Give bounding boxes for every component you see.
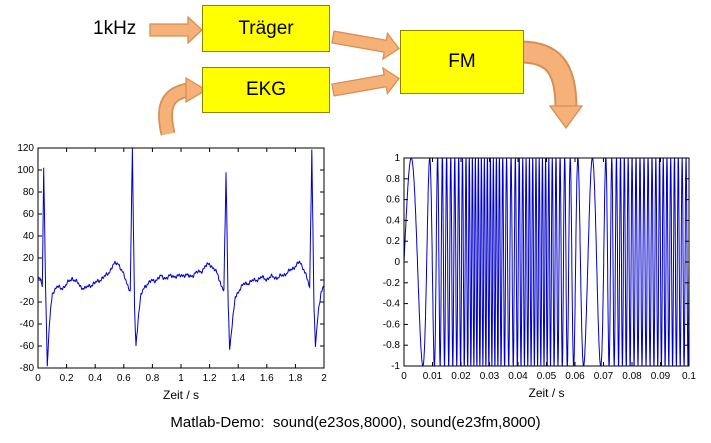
svg-text:0.4: 0.4	[386, 215, 400, 226]
arrow-feed-into-ekg-icon	[158, 76, 208, 136]
svg-text:0: 0	[394, 257, 400, 268]
svg-text:1.4: 1.4	[231, 373, 245, 384]
svg-text:1.2: 1.2	[203, 373, 217, 384]
svg-text:1.8: 1.8	[288, 373, 302, 384]
svg-text:0.09: 0.09	[651, 371, 671, 382]
svg-text:0.03: 0.03	[480, 371, 500, 382]
svg-text:80: 80	[23, 187, 35, 198]
svg-text:20: 20	[23, 253, 35, 264]
svg-text:0.2: 0.2	[60, 373, 74, 384]
arrow-fm-output-down-icon	[519, 40, 584, 130]
fm-chart: 0 0.01 0.02 0.03 0.04 0.05 0.06 0.07 0.08 0.09 0.1…	[376, 152, 697, 414]
svg-text:Zeit / s: Zeit / s	[163, 388, 199, 402]
svg-text:0.01: 0.01	[423, 371, 443, 382]
svg-text:0.06: 0.06	[565, 371, 585, 382]
svg-text:-1: -1	[391, 361, 400, 372]
svg-text:0.08: 0.08	[622, 371, 642, 382]
caption: Matlab-Demo: sound(e23os,8000), sound(e2…	[170, 414, 541, 431]
svg-text:60: 60	[23, 209, 35, 220]
svg-text:1.6: 1.6	[260, 373, 274, 384]
input-signal-label: 1kHz	[93, 18, 137, 39]
box-traeger: Träger	[202, 5, 330, 52]
box-fm-label: FM	[448, 51, 476, 72]
svg-text:-20: -20	[20, 297, 35, 308]
svg-text:-0.2: -0.2	[383, 278, 401, 289]
arrow-traeger-to-fm-icon	[331, 30, 400, 61]
svg-text:-40: -40	[20, 319, 35, 330]
svg-text:-0.6: -0.6	[383, 319, 401, 330]
svg-text:-0.8: -0.8	[383, 340, 401, 351]
svg-text:0.8: 0.8	[386, 174, 400, 185]
svg-text:2: 2	[321, 373, 327, 384]
ekg-chart: 0 0.2 0.4 0.6 0.8 1 1.2 1.4 1.6 1.8 2 -80 -60 -40 -20 0…	[8, 140, 330, 416]
svg-text:0.2: 0.2	[386, 236, 400, 247]
svg-text:0.04: 0.04	[508, 371, 528, 382]
svg-text:-60: -60	[20, 341, 35, 352]
svg-text:0: 0	[35, 373, 41, 384]
svg-text:Zeit / s: Zeit / s	[528, 386, 564, 400]
svg-text:-80: -80	[20, 363, 35, 374]
box-ekg: EKG	[202, 67, 330, 113]
svg-text:0.05: 0.05	[537, 371, 557, 382]
svg-text:40: 40	[23, 231, 35, 242]
svg-text:0: 0	[28, 275, 34, 286]
svg-text:100: 100	[17, 165, 34, 176]
svg-text:120: 120	[17, 143, 34, 154]
box-ekg-label: EKG	[245, 79, 287, 100]
arrow-1khz-to-traeger-icon	[149, 15, 203, 45]
svg-text:1: 1	[178, 373, 184, 384]
svg-text:0.4: 0.4	[88, 373, 102, 384]
svg-text:0.6: 0.6	[386, 195, 400, 206]
svg-text:0.8: 0.8	[145, 373, 159, 384]
svg-text:0: 0	[401, 371, 407, 382]
arrow-ekg-to-fm-icon	[331, 66, 400, 97]
svg-text:0.07: 0.07	[594, 371, 614, 382]
svg-text:1: 1	[394, 153, 400, 164]
svg-text:0.02: 0.02	[451, 371, 471, 382]
svg-text:0.6: 0.6	[117, 373, 131, 384]
box-traeger-label: Träger	[238, 17, 294, 39]
svg-text:-0.4: -0.4	[383, 299, 401, 310]
box-fm: FM	[400, 30, 524, 94]
diagram-arrows	[149, 15, 584, 136]
svg-text:0.1: 0.1	[682, 371, 696, 382]
